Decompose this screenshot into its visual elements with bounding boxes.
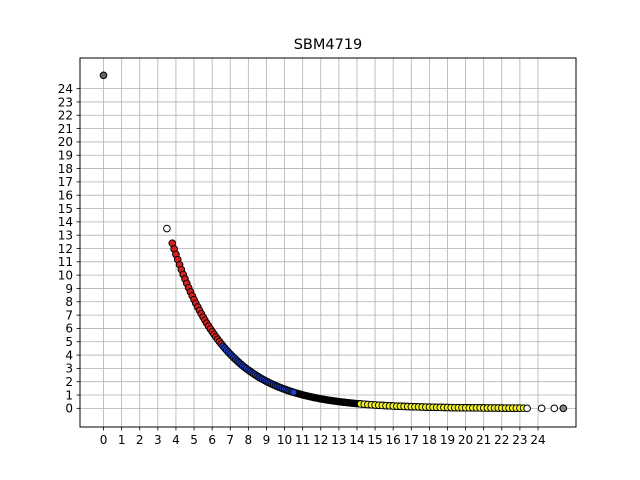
outlier-point <box>537 404 546 413</box>
x-tick-label: 23 <box>512 433 527 447</box>
x-tick-label: 0 <box>100 433 108 447</box>
y-tick-label: 13 <box>58 228 73 242</box>
x-tick-label: 19 <box>440 433 455 447</box>
data-point <box>289 388 298 397</box>
chart-title: SBM4719 <box>294 37 363 53</box>
x-axis-ticks: 0 1 2 3 4 5 6 7 8 9 10 11 12 13 14 15 16 17 18 19 20 21 22 23 24 <box>100 427 546 447</box>
y-tick-label: 14 <box>58 215 73 229</box>
x-tick-label: 13 <box>331 433 346 447</box>
x-tick-label: 9 <box>263 433 271 447</box>
x-tick-label: 17 <box>404 433 419 447</box>
x-tick-label: 8 <box>245 433 253 447</box>
x-tick-label: 3 <box>154 433 162 447</box>
y-tick-label: 19 <box>58 149 73 163</box>
x-tick-label: 14 <box>349 433 364 447</box>
y-tick-label: 0 <box>65 402 73 416</box>
y-tick-label: 6 <box>65 322 73 336</box>
y-tick-label: 21 <box>58 122 73 136</box>
x-tick-label: 15 <box>367 433 382 447</box>
x-tick-label: 21 <box>476 433 491 447</box>
y-tick-label: 1 <box>65 388 73 402</box>
x-tick-label: 10 <box>277 433 292 447</box>
x-tick-label: 1 <box>118 433 126 447</box>
y-tick-label: 9 <box>65 282 73 296</box>
y-tick-label: 8 <box>65 295 73 309</box>
x-tick-label: 5 <box>190 433 198 447</box>
open-points <box>99 71 568 413</box>
y-tick-label: 10 <box>58 268 73 282</box>
x-tick-label: 22 <box>494 433 509 447</box>
y-tick-label: 22 <box>58 109 73 123</box>
plot-frame <box>79 57 577 428</box>
x-tick-label: 12 <box>313 433 328 447</box>
x-tick-label: 11 <box>295 433 310 447</box>
y-tick-label: 2 <box>65 375 73 389</box>
x-tick-label: 18 <box>422 433 437 447</box>
x-tick-label: 24 <box>530 433 545 447</box>
outlier-point <box>99 71 108 80</box>
x-tick-label: 4 <box>172 433 180 447</box>
x-tick-label: 20 <box>458 433 473 447</box>
y-tick-label: 3 <box>65 362 73 376</box>
outlier-point <box>523 404 531 413</box>
outlier-point <box>550 404 559 413</box>
y-tick-label: 24 <box>58 82 73 96</box>
x-tick-label: 2 <box>136 433 144 447</box>
outlier-point <box>163 224 171 233</box>
y-tick-label: 7 <box>65 308 73 322</box>
y-tick-label: 23 <box>58 95 73 109</box>
x-tick-label: 7 <box>226 433 234 447</box>
y-tick-label: 4 <box>65 348 73 362</box>
y-tick-label: 12 <box>58 242 73 256</box>
grid-lines <box>80 58 576 427</box>
y-tick-label: 15 <box>58 202 73 216</box>
outlier-point <box>559 404 568 413</box>
y-tick-label: 11 <box>58 255 73 269</box>
x-tick-label: 16 <box>386 433 401 447</box>
data-series <box>168 239 528 412</box>
y-tick-label: 5 <box>65 335 73 349</box>
y-tick-label: 20 <box>58 135 73 149</box>
y-tick-label: 17 <box>58 175 73 189</box>
y-tick-label: 16 <box>58 189 73 203</box>
y-tick-label: 18 <box>58 162 73 176</box>
x-tick-label: 6 <box>208 433 216 447</box>
